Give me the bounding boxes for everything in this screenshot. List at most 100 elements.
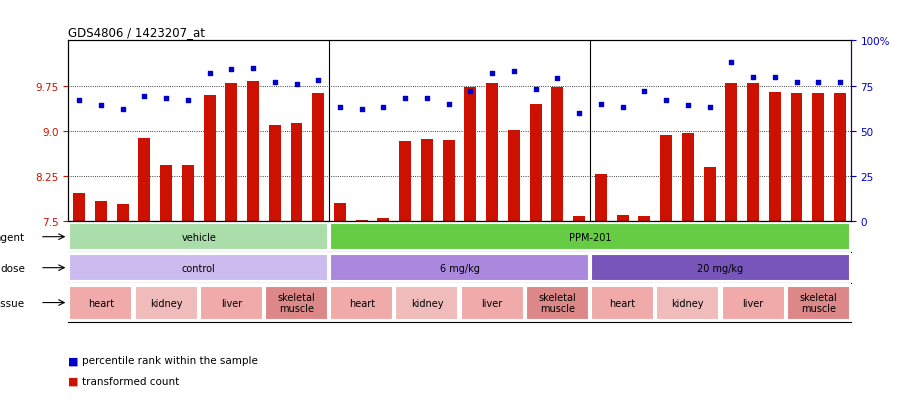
Bar (135, 286, 197, 320)
Text: tissue: tissue (0, 298, 25, 308)
Bar (247, 82, 259, 222)
Bar (69, 286, 132, 320)
Text: 6 mg/kg: 6 mg/kg (440, 263, 480, 273)
Bar (160, 166, 172, 222)
Point (158, 96, 173, 102)
Bar (530, 104, 541, 222)
Text: skeletal
muscle: skeletal muscle (278, 292, 316, 313)
Point (398, 96, 412, 102)
Point (463, 88, 478, 95)
Bar (791, 94, 803, 222)
Text: percentile rank within the sample: percentile rank within the sample (82, 356, 258, 366)
Text: skeletal
muscle: skeletal muscle (539, 292, 576, 313)
Bar (592, 254, 850, 282)
Bar (421, 139, 433, 222)
Bar (592, 286, 654, 320)
Point (289, 81, 304, 88)
Point (376, 105, 390, 112)
Bar (268, 126, 281, 222)
Bar (396, 286, 459, 320)
Text: kidney: kidney (150, 298, 182, 308)
Text: liver: liver (481, 298, 503, 308)
Text: agent: agent (0, 232, 25, 242)
Bar (330, 286, 393, 320)
Bar (660, 136, 672, 222)
Point (355, 107, 369, 113)
Bar (464, 88, 477, 222)
Point (507, 69, 521, 75)
Text: transformed count: transformed count (82, 376, 179, 386)
Point (485, 71, 500, 77)
Bar (595, 175, 607, 222)
Point (94, 103, 108, 109)
Text: 20 mg/kg: 20 mg/kg (697, 263, 743, 273)
Bar (787, 286, 850, 320)
Bar (330, 254, 589, 282)
Text: skeletal
muscle: skeletal muscle (799, 292, 837, 313)
Point (593, 101, 608, 108)
Text: heart: heart (87, 298, 114, 308)
Point (811, 79, 825, 86)
Text: PPM-201: PPM-201 (569, 232, 612, 242)
Point (333, 105, 348, 112)
Bar (656, 286, 719, 320)
Bar (73, 193, 86, 222)
Point (441, 101, 456, 108)
Text: kidney: kidney (672, 298, 704, 308)
Bar (508, 130, 520, 222)
Bar (551, 88, 563, 222)
Point (246, 65, 260, 72)
Point (637, 88, 652, 95)
Bar (722, 286, 784, 320)
Point (550, 76, 564, 83)
Text: heart: heart (349, 298, 375, 308)
Point (224, 67, 238, 74)
Bar (200, 286, 263, 320)
Bar (399, 142, 411, 222)
Bar (638, 217, 651, 222)
Bar (834, 94, 846, 222)
Bar (226, 83, 238, 222)
Point (745, 74, 760, 81)
Text: ■: ■ (68, 376, 82, 386)
Point (659, 97, 673, 104)
Bar (460, 286, 523, 320)
Point (833, 79, 847, 86)
Bar (69, 254, 328, 282)
Point (202, 71, 217, 77)
Bar (265, 286, 328, 320)
Bar (69, 223, 328, 251)
Bar (116, 205, 128, 222)
Point (724, 59, 739, 66)
Bar (486, 83, 498, 222)
Point (180, 97, 195, 104)
Bar (378, 218, 389, 222)
Bar (703, 168, 715, 222)
Text: liver: liver (743, 298, 763, 308)
Bar (769, 93, 781, 222)
Point (420, 96, 434, 102)
Bar (290, 123, 302, 222)
Bar (573, 217, 585, 222)
Text: heart: heart (610, 298, 636, 308)
Point (72, 97, 86, 104)
Bar (95, 202, 106, 222)
Bar (334, 204, 346, 222)
Bar (617, 216, 629, 222)
Point (767, 74, 782, 81)
Text: control: control (182, 263, 216, 273)
Bar (725, 83, 737, 222)
Bar (747, 83, 759, 222)
Text: ■: ■ (68, 356, 82, 366)
Bar (682, 133, 693, 222)
Bar (813, 94, 824, 222)
Point (681, 103, 695, 109)
Point (789, 79, 804, 86)
Bar (356, 221, 368, 222)
Bar (138, 139, 150, 222)
Bar (442, 140, 455, 222)
Text: vehicle: vehicle (181, 232, 216, 242)
Point (268, 79, 282, 86)
Point (116, 107, 130, 113)
Bar (330, 223, 850, 251)
